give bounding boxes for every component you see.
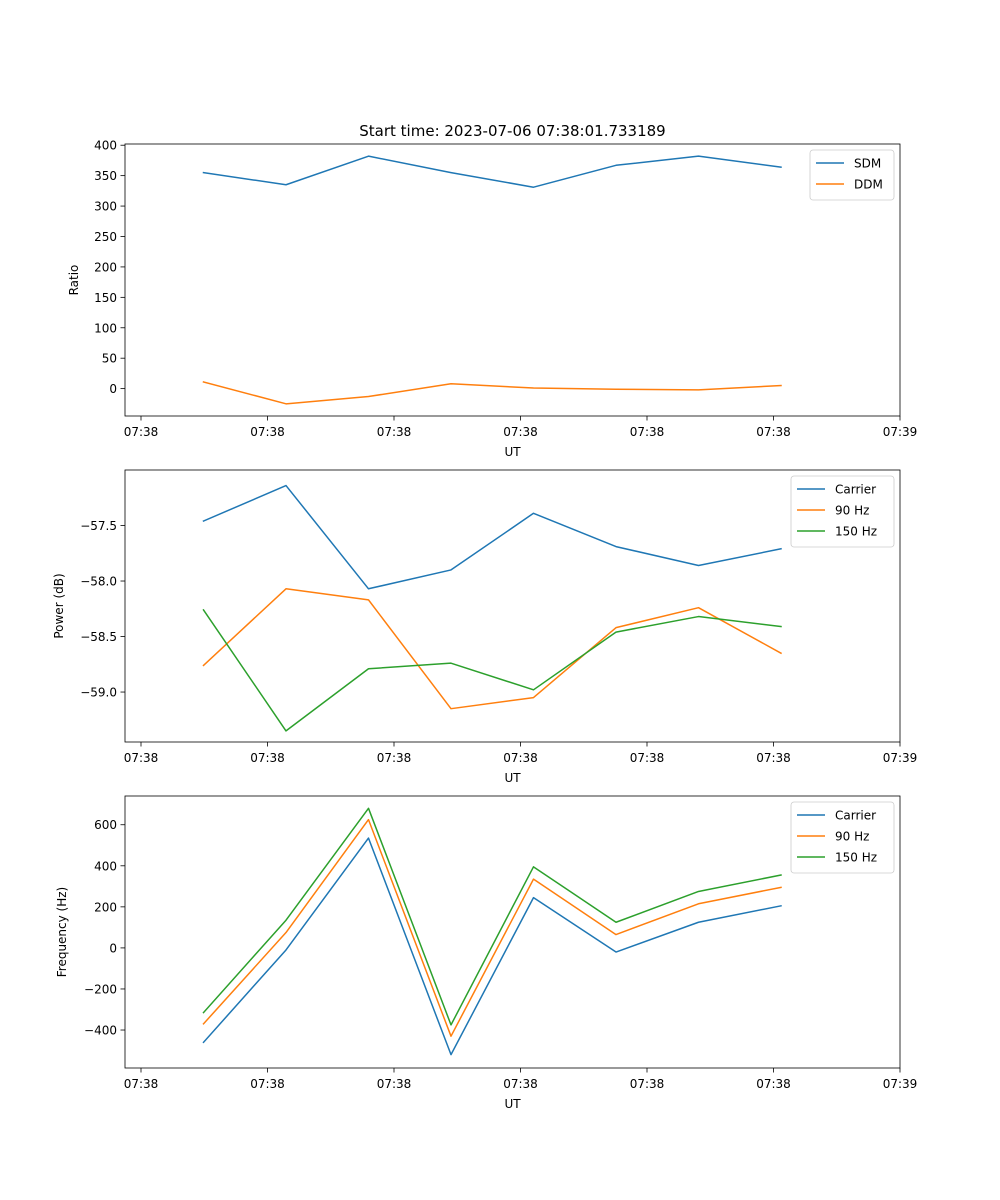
x-tick-label: 07:38 [250, 1077, 285, 1091]
chart-panel-2: 07:38 07:38 07:38 07:38 07:38 07:38 07:39 −59.0… [52, 469, 918, 785]
legend-label: DDM [854, 178, 883, 192]
axes-frame [124, 143, 901, 417]
legend-box [790, 475, 895, 548]
y-tick-label: −200 [84, 982, 117, 996]
x-tick-label: 07:38 [756, 1077, 791, 1091]
legend: Carrier 90 Hz 150 Hz [790, 475, 895, 548]
x-axis-label: UT [504, 771, 521, 785]
legend-box [809, 149, 895, 201]
y-tick-label: 200 [94, 260, 117, 274]
y-tick-label: 400 [94, 139, 117, 153]
legend: SDM DDM [809, 149, 895, 201]
y-tick-label: 0 [109, 941, 117, 955]
series-line-150-hz [202, 608, 782, 732]
y-tick-label: 350 [94, 169, 117, 183]
x-tick-label: 07:38 [377, 1077, 412, 1091]
y-tick-label: −58.0 [80, 575, 117, 589]
legend-label: Carrier [835, 483, 876, 497]
x-tick-label: 07:38 [756, 425, 791, 439]
y-tick-label: 250 [94, 230, 117, 244]
y-tick-label: 100 [94, 321, 117, 335]
series-line-carrier [202, 837, 782, 1056]
series-line-carrier [202, 484, 782, 590]
x-tick-label: 07:38 [377, 425, 412, 439]
series-line-sdm [202, 155, 782, 188]
y-tick-label: −59.0 [80, 686, 117, 700]
chart-panel-1: 07:38 07:38 07:38 07:38 07:38 07:38 07:39 0 50 10… [67, 139, 917, 459]
y-tick-label: 600 [94, 818, 117, 832]
y-axis-label: Power (dB) [52, 573, 66, 638]
x-tick-label: 07:38 [124, 425, 159, 439]
y-tick-label: 50 [102, 352, 117, 366]
axes-frame [124, 469, 901, 743]
legend-box [790, 801, 895, 874]
x-tick-label: 07:38 [377, 751, 412, 765]
legend-label: Carrier [835, 809, 876, 823]
y-tick-label: 300 [94, 200, 117, 214]
y-tick-label: −400 [84, 1024, 117, 1038]
series-line-ddm [202, 381, 782, 405]
legend-label: 90 Hz [835, 830, 869, 844]
x-axis-label: UT [504, 445, 521, 459]
x-tick-label: 07:39 [883, 1077, 918, 1091]
legend-label: SDM [854, 157, 881, 171]
x-tick-label: 07:38 [250, 751, 285, 765]
chart-panel-3: 07:38 07:38 07:38 07:38 07:38 07:38 07:39 −400 −… [55, 795, 918, 1111]
y-tick-label: 150 [94, 291, 117, 305]
legend: Carrier 90 Hz 150 Hz [790, 801, 895, 874]
x-tick-label: 07:38 [630, 751, 665, 765]
x-tick-label: 07:38 [503, 425, 538, 439]
x-tick-label: 07:38 [124, 1077, 159, 1091]
y-tick-label: −57.5 [80, 519, 117, 533]
y-tick-label: 200 [94, 900, 117, 914]
series-line-90-hz [202, 588, 783, 710]
y-tick-label: −58.5 [80, 630, 117, 644]
x-tick-label: 07:38 [124, 751, 159, 765]
x-tick-label: 07:38 [250, 425, 285, 439]
x-tick-label: 07:39 [883, 425, 918, 439]
x-tick-label: 07:38 [630, 1077, 665, 1091]
x-tick-label: 07:38 [756, 751, 791, 765]
legend-label: 90 Hz [835, 504, 869, 518]
x-tick-label: 07:38 [503, 1077, 538, 1091]
series-line-90-hz [202, 818, 782, 1037]
x-tick-label: 07:39 [883, 751, 918, 765]
legend-label: 150 Hz [835, 851, 877, 865]
y-tick-label: 400 [94, 859, 117, 873]
x-tick-label: 07:38 [503, 751, 538, 765]
y-axis-label: Frequency (Hz) [55, 887, 69, 978]
figure-title: Start time: 2023-07-06 07:38:01.733189 [359, 122, 665, 140]
x-tick-label: 07:38 [630, 425, 665, 439]
axes-frame [124, 795, 901, 1069]
series-line-150-hz [202, 807, 782, 1026]
legend-label: 150 Hz [835, 525, 877, 539]
x-axis-label: UT [504, 1097, 521, 1111]
y-axis-label: Ratio [67, 265, 81, 296]
y-tick-label: 0 [109, 382, 117, 396]
